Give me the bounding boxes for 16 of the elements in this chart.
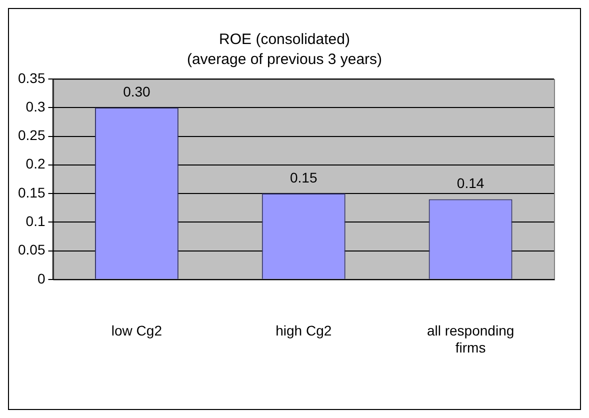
- chart-subtitle: (average of previous 3 years): [186, 51, 382, 68]
- y-tick-label: 0.05: [18, 242, 46, 258]
- data-label: 0.14: [456, 175, 484, 192]
- x-tick-label: low Cg2: [111, 322, 162, 339]
- y-tick-label: 0: [37, 270, 46, 286]
- y-tick-label: 0.3: [26, 98, 46, 114]
- x-tick-label: all responding firms: [426, 322, 514, 356]
- y-tick-label: 0.1: [26, 213, 46, 229]
- y-tick-label: 0.15: [18, 184, 46, 200]
- y-tick-label: 0.35: [18, 70, 46, 86]
- data-label: 0.15: [290, 169, 318, 186]
- x-tick-label: high Cg2: [276, 322, 332, 339]
- y-tick-label: 0.25: [18, 127, 46, 144]
- y-tick-label: 0.2: [26, 156, 46, 172]
- chart-title: ROE (consolidated): [219, 31, 350, 48]
- data-label: 0.30: [123, 83, 151, 100]
